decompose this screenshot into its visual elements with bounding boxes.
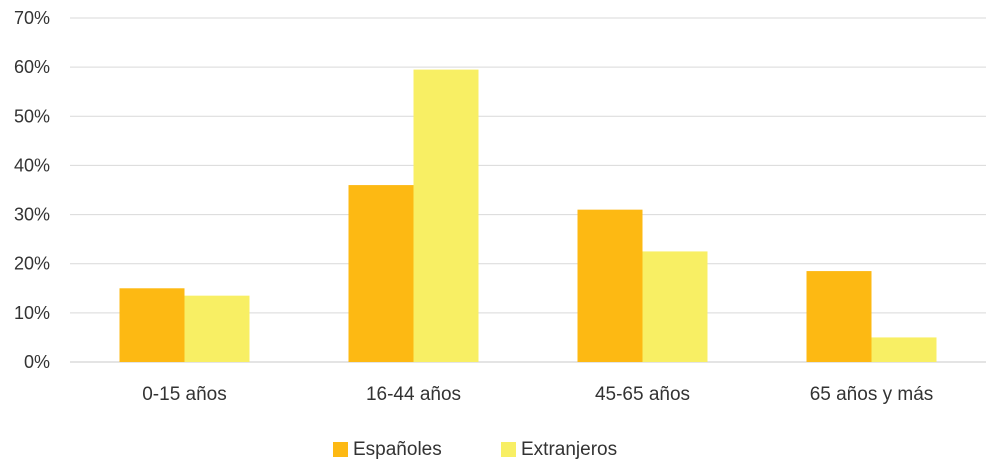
y-axis-tick-labels: 0% 10% 20% 30% 40% 50% 60% 70% bbox=[14, 8, 50, 372]
bar-extranjeros bbox=[413, 69, 479, 362]
bar-espanoles bbox=[348, 185, 414, 362]
x-category-label: 45-65 años bbox=[595, 384, 690, 405]
y-tick-label: 20% bbox=[14, 254, 50, 274]
bar-espanoles bbox=[119, 288, 185, 362]
legend-swatch-espanoles bbox=[333, 442, 348, 457]
x-category-label: 65 años y más bbox=[810, 384, 934, 405]
x-category-label: 0-15 años bbox=[142, 384, 227, 405]
bar-espanoles bbox=[806, 271, 872, 362]
y-tick-label: 30% bbox=[14, 205, 50, 225]
x-axis-category-labels: 0-15 años 16-44 años 45-65 años 65 años y m… bbox=[142, 384, 933, 405]
bar-espanoles bbox=[577, 209, 643, 362]
gridlines bbox=[70, 17, 986, 314]
legend-label-extranjeros: Extranjeros bbox=[521, 439, 617, 460]
bar-extranjeros bbox=[642, 251, 708, 362]
legend-label-espanoles: Españoles bbox=[353, 439, 442, 460]
bar-extranjeros bbox=[871, 337, 937, 362]
y-tick-label: 0% bbox=[24, 352, 50, 372]
legend: Españoles Extranjeros bbox=[333, 439, 617, 460]
y-tick-label: 40% bbox=[14, 155, 50, 175]
y-tick-label: 60% bbox=[14, 57, 50, 77]
bar-extranjeros bbox=[184, 295, 250, 362]
y-tick-label: 50% bbox=[14, 106, 50, 126]
legend-swatch-extranjeros bbox=[501, 442, 516, 457]
y-tick-label: 70% bbox=[14, 8, 50, 28]
x-category-label: 16-44 años bbox=[366, 384, 461, 405]
y-tick-label: 10% bbox=[14, 303, 50, 323]
bars bbox=[119, 69, 937, 362]
